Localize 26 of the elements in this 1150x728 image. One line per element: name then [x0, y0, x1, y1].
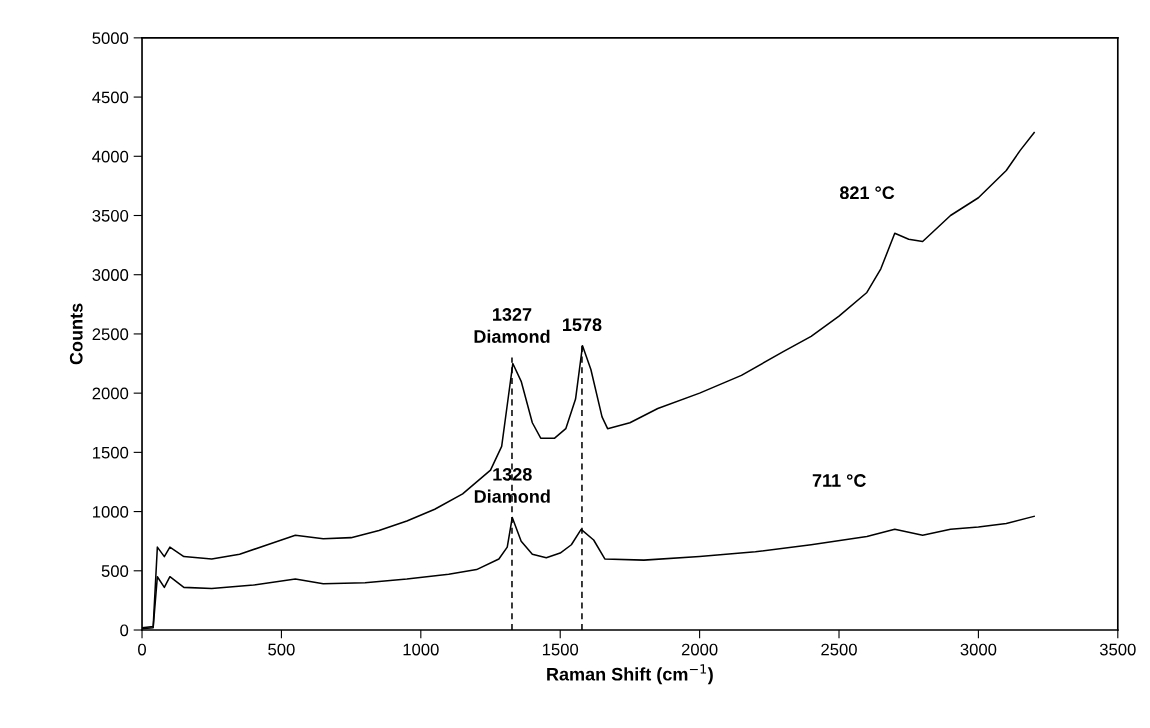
x-tick-label: 500 — [268, 643, 295, 656]
annotation: 1328 Diamond — [474, 467, 550, 503]
annotation: 1578 — [563, 318, 602, 332]
x-tick-label: 2500 — [821, 643, 857, 656]
y-tick-label: 5000 — [92, 32, 129, 45]
x-tick-label: 0 — [138, 643, 147, 656]
y-tick-label: 2000 — [92, 387, 129, 400]
y-tick-label: 0 — [120, 624, 129, 637]
series-label: 821 °C — [839, 186, 895, 200]
text: 711 °C — [812, 474, 866, 487]
y-tick-label: 3500 — [92, 209, 129, 222]
x-axis-title: Raman Shift (cm$^{−1}$) — [547, 664, 713, 685]
y-tick-label: 3000 — [92, 269, 129, 281]
y-tick-label: 500 — [101, 565, 129, 577]
annotation: 1327 Diamond — [474, 308, 550, 343]
x-tick-label: 3000 — [960, 643, 997, 656]
y-tick-label: 1500 — [93, 446, 129, 459]
x-tick-label: 1500 — [542, 643, 579, 656]
y-tick-label: 2500 — [92, 328, 129, 341]
x-tick-label: 2000 — [681, 643, 718, 656]
y-axis-title: Counts — [69, 303, 83, 365]
y-tick-label: 1000 — [93, 505, 129, 518]
y-tick-label: 4000 — [92, 150, 129, 163]
x-tick-label: 3500 — [1099, 643, 1136, 656]
x-tick-label: 1000 — [403, 643, 439, 656]
y-tick-label: 4500 — [92, 91, 129, 104]
